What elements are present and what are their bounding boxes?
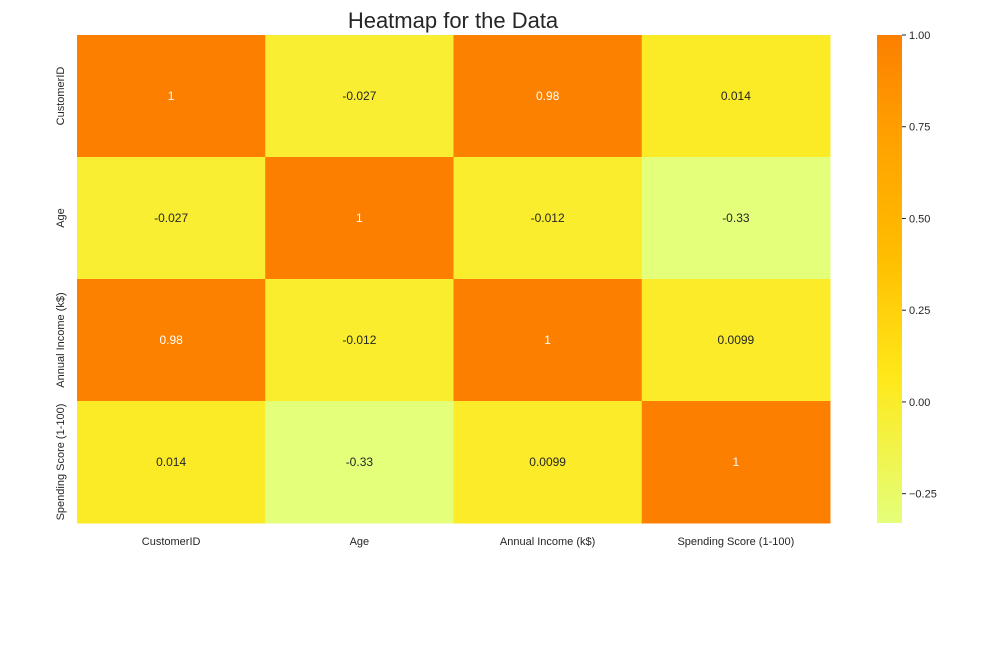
x-tick-label: Annual Income (k$)	[500, 536, 595, 548]
colorbar-tick-label: 0.00	[909, 397, 930, 409]
colorbar-tick-label: −0.25	[909, 489, 937, 501]
heatmap-cell	[641, 401, 831, 524]
heatmap-cell	[453, 157, 643, 280]
heatmap-cell-label: 1	[733, 455, 740, 469]
x-axis-tick-labels: CustomerID Age Annual Income (k$) Spending …	[142, 536, 794, 548]
y-tick-label: Age	[55, 208, 67, 228]
y-tick-label: Spending Score (1-100)	[55, 404, 67, 521]
x-tick-label: Age	[350, 536, 370, 548]
heatmap-cell-label: 0.98	[536, 89, 560, 103]
heatmap-cell-label: -0.33	[722, 211, 750, 225]
y-tick-label: Annual Income (k$)	[55, 292, 67, 387]
heatmap-cell	[453, 279, 643, 402]
heatmap-cell	[265, 35, 454, 158]
colorbar	[877, 35, 902, 523]
heatmap-cell	[265, 279, 454, 402]
heatmap-cell-label: 1	[168, 89, 175, 103]
heatmap-cell	[641, 35, 831, 158]
heatmap-cell	[453, 35, 643, 158]
heatmap-cell-label: 1	[356, 211, 363, 225]
heatmap-cell	[77, 279, 266, 402]
chart-title: Heatmap for the Data	[348, 8, 559, 33]
colorbar-ticks: 1.00 0.75 0.50 0.25 0.00 −0.25	[902, 30, 937, 501]
heatmap-cell-label: 0.0099	[718, 333, 755, 347]
heatmap-cell	[265, 401, 454, 524]
y-axis-tick-labels: CustomerID Age Annual Income (k$) Spending …	[55, 67, 67, 521]
heatmap-cell	[641, 279, 831, 402]
y-tick-label: CustomerID	[55, 67, 67, 126]
heatmap-cell	[641, 157, 831, 280]
heatmap-cell-label: 1	[544, 333, 551, 347]
x-tick-label: CustomerID	[142, 536, 201, 548]
heatmap-cell-label: -0.027	[342, 89, 376, 103]
heatmap-cell-label: 0.0099	[529, 455, 566, 469]
colorbar-tick-label: 0.75	[909, 122, 930, 134]
heatmap-cell-label: -0.012	[531, 211, 565, 225]
heatmap-cell	[77, 157, 266, 280]
heatmap-cell-label: -0.012	[342, 333, 376, 347]
heatmap-cell-label: 0.98	[159, 333, 183, 347]
heatmap-cells	[77, 35, 831, 524]
heatmap-cell	[77, 401, 266, 524]
heatmap-cell	[453, 401, 643, 524]
heatmap-cell-labels: 1 -0.027 0.98 0.014 -0.027 1 -0.012 -0.33 0.98 -0…	[154, 89, 754, 469]
heatmap-cell-label: 0.014	[721, 89, 751, 103]
x-tick-label: Spending Score (1-100)	[677, 536, 794, 548]
heatmap-cell-label: -0.33	[346, 455, 374, 469]
heatmap-cell	[265, 157, 454, 280]
colorbar-tick-label: 0.50	[909, 213, 930, 225]
colorbar-tick-label: 1.00	[909, 30, 930, 42]
heatmap-cell-label: -0.027	[154, 211, 188, 225]
heatmap-cell	[77, 35, 266, 158]
heatmap-cell-label: 0.014	[156, 455, 186, 469]
colorbar-tick-label: 0.25	[909, 305, 930, 317]
